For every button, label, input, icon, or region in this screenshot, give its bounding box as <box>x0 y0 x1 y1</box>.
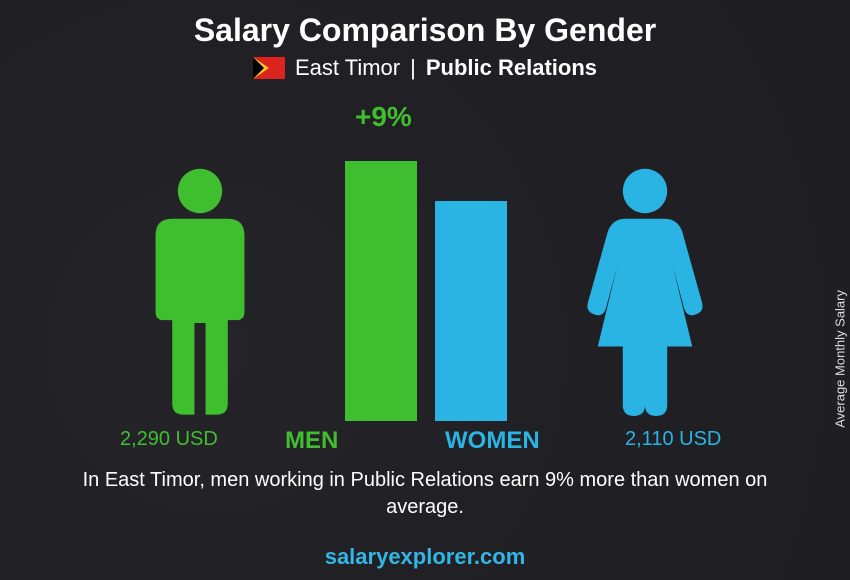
women-bar-label: WOMEN <box>445 427 540 455</box>
yaxis-label: Average Monthly Salary <box>833 290 848 428</box>
page-title: Salary Comparison By Gender <box>0 0 850 49</box>
men-salary-label: 2,290 USD <box>120 428 218 451</box>
summary-text: In East Timor, men working in Public Rel… <box>60 467 790 521</box>
flag-icon <box>253 57 285 79</box>
female-icon <box>570 166 720 421</box>
delta-label: +9% <box>355 101 412 133</box>
category-label: Public Relations <box>426 55 597 81</box>
women-salary-label: 2,110 USD <box>625 428 721 451</box>
men-bar-label: MEN <box>285 427 338 455</box>
separator: | <box>410 55 416 81</box>
country-label: East Timor <box>295 55 400 81</box>
chart-area: +9% 2,290 USD 2,110 USD MEN WOMEN <box>65 101 785 461</box>
men-bar <box>345 161 417 421</box>
subtitle-row: East Timor | Public Relations <box>0 55 850 81</box>
footer-link[interactable]: salaryexplorer.com <box>0 544 850 570</box>
women-bar <box>435 201 507 421</box>
male-icon <box>125 166 275 421</box>
